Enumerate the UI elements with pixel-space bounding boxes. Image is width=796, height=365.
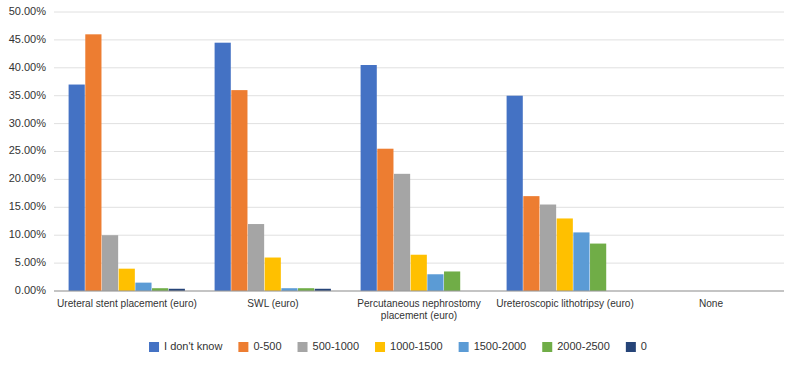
y-tick-label: 5.00%	[15, 256, 46, 268]
bar	[119, 269, 135, 291]
grid-line	[54, 95, 784, 96]
bar	[590, 244, 606, 291]
x-tick-label-line: None	[699, 298, 724, 309]
y-tick-label: 30.00%	[9, 117, 47, 129]
bar	[444, 271, 460, 291]
y-tick-label: 45.00%	[9, 33, 47, 45]
legend-swatch	[626, 342, 636, 352]
bar	[411, 255, 427, 291]
legend-swatch	[238, 342, 248, 352]
legend-item: 0-500	[238, 340, 281, 352]
grid-line	[54, 207, 784, 208]
grid	[54, 12, 784, 291]
bar	[427, 274, 443, 291]
legend-label: I don't know	[164, 340, 222, 352]
legend-item: 0	[626, 340, 647, 352]
bar	[215, 43, 231, 291]
legend-item: I don't know	[149, 340, 222, 352]
bar	[361, 65, 377, 291]
grid-line	[54, 39, 784, 40]
legend-label: 0-500	[253, 340, 281, 352]
grid-line	[54, 67, 784, 68]
legend-label: 500-1000	[313, 340, 360, 352]
bar	[135, 283, 151, 291]
grid-line	[54, 12, 784, 13]
legend-swatch	[149, 342, 159, 352]
grid-line	[54, 179, 784, 180]
y-tick-label: 10.00%	[9, 228, 47, 240]
x-tick-label-line: Ureteral stent placement (euro)	[57, 298, 197, 309]
y-tick-label: 50.00%	[9, 5, 47, 17]
page: {"chart_data": { "type": "bar", "categor…	[0, 0, 796, 365]
bar	[507, 96, 523, 291]
legend-label: 1000-1500	[390, 340, 443, 352]
series	[119, 218, 573, 291]
series	[135, 232, 589, 291]
legend-label: 0	[641, 340, 647, 352]
legend-swatch	[542, 342, 552, 352]
bar	[265, 258, 281, 291]
x-tick-label: Percutaneous nephrostomyplacement (euro)	[357, 298, 482, 321]
x-tick-label-line: SWL (euro)	[247, 298, 298, 309]
legend-label: 1500-2000	[474, 340, 527, 352]
legend-swatch	[459, 342, 469, 352]
legend-item: 1000-1500	[375, 340, 443, 352]
chart: 0.00% 5.00% 10.00% 15.00% 20.00% 25.00% 30.00%…	[0, 0, 796, 365]
x-axis: Ureteral stent placement (euro) SWL (euro…	[57, 298, 723, 321]
bar	[69, 85, 85, 291]
y-axis: 0.00% 5.00% 10.00% 15.00% 20.00% 25.00% 30.00%…	[9, 5, 47, 296]
bar	[248, 224, 264, 291]
grid-line	[54, 235, 784, 236]
y-tick-label: 0.00%	[15, 284, 46, 296]
series	[85, 34, 539, 291]
x-tick-label-line: placement (euro)	[381, 310, 457, 321]
legend: I don't know 0-500 500-1000 1000-1500 1500-2…	[149, 340, 647, 352]
legend-item: 500-1000	[298, 340, 360, 352]
y-tick-label: 25.00%	[9, 144, 47, 156]
x-tick-label: Ureteral stent placement (euro)	[57, 298, 197, 309]
bar	[523, 196, 539, 291]
bar	[377, 149, 393, 291]
series	[69, 43, 523, 291]
grid-line	[54, 151, 784, 152]
legend-swatch	[298, 342, 308, 352]
series	[152, 244, 606, 291]
series	[102, 174, 556, 291]
x-tick-label: Ureteroscopic lithotripsy (euro)	[496, 298, 634, 309]
chart-container: 0.00% 5.00% 10.00% 15.00% 20.00% 25.00% 30.00%…	[0, 0, 796, 365]
x-tick-label-line: Ureteroscopic lithotripsy (euro)	[496, 298, 634, 309]
y-tick-label: 20.00%	[9, 172, 47, 184]
legend-item: 2000-2500	[542, 340, 610, 352]
bar	[231, 90, 247, 291]
bar	[394, 174, 410, 291]
legend-item: 1500-2000	[459, 340, 527, 352]
grid-line	[54, 123, 784, 124]
x-tick-label: SWL (euro)	[247, 298, 298, 309]
bar	[85, 34, 101, 291]
legend-swatch	[375, 342, 385, 352]
bar	[540, 205, 556, 291]
legend-label: 2000-2500	[557, 340, 610, 352]
bars	[69, 34, 607, 291]
x-axis-line	[54, 291, 784, 292]
bar	[573, 232, 589, 291]
x-tick-label: None	[699, 298, 724, 309]
y-tick-label: 15.00%	[9, 200, 47, 212]
y-tick-label: 40.00%	[9, 61, 47, 73]
bar	[102, 235, 118, 291]
y-tick-label: 35.00%	[9, 89, 47, 101]
x-tick-label-line: Percutaneous nephrostomy	[357, 298, 482, 309]
grid-line	[54, 291, 784, 292]
bar	[557, 218, 573, 291]
